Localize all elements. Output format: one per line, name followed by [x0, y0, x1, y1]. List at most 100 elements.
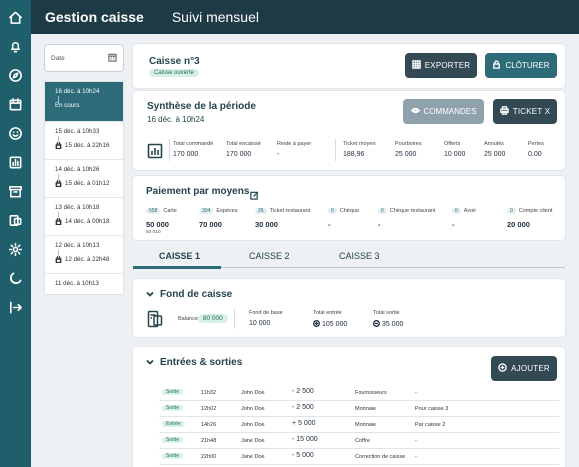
- payment-carte: 558 Carte 50 000 50 010: [146, 208, 177, 235]
- session-list: 16 déc. à 10h24 En cours 15 déc. à 10h33…: [44, 81, 124, 295]
- chevron-down-icon: [146, 290, 154, 298]
- table-row[interactable]: Entrée 14h26 John Doe + 5 000 Monnaie Pa…: [159, 417, 559, 433]
- caisse-card: Caisse n°3 Caisse ouverte EXPORTER CLÔTU…: [133, 44, 565, 88]
- home-icon[interactable]: [7, 8, 25, 26]
- payment-avoir: 0 Avoir -: [452, 208, 477, 229]
- lock-icon: [492, 60, 505, 71]
- smile-icon[interactable]: [7, 124, 25, 142]
- fond-base: Fond de base 10 000: [249, 310, 283, 327]
- session-item[interactable]: 11 déc. à 10h13: [45, 274, 123, 294]
- close-label: CLÔTURER: [505, 61, 550, 70]
- tab-caisse-2[interactable]: CAISSE 2: [249, 251, 290, 261]
- stat-annules: Annulés 25 000: [484, 141, 506, 158]
- compass-icon[interactable]: [7, 66, 25, 84]
- chart-icon: [147, 143, 163, 159]
- tab-caisse-1[interactable]: CAISSE 1: [159, 251, 201, 261]
- section-title: Suivi mensuel: [171, 9, 259, 25]
- plus-circle-icon: [313, 320, 320, 327]
- entrees-title: Entrées & sorties: [160, 357, 243, 368]
- table-row[interactable]: Sortie 22h00 Jane Doe - 5 000 Correction…: [159, 449, 559, 465]
- session-close: 14 déc. à 00h18: [65, 218, 110, 225]
- payment-cheque: 0 Chèque -: [328, 208, 360, 229]
- edit-icon[interactable]: [250, 187, 259, 200]
- chevron-down-icon: [146, 358, 154, 366]
- tab-caisse-3[interactable]: CAISSE 3: [339, 251, 380, 261]
- session-open: 14 déc. à 10h26: [55, 166, 100, 173]
- session-open: 13 déc. à 10h18: [55, 204, 100, 211]
- table-row[interactable]: Sortie 11h32 John Doe - 2 500 Fournisseu…: [159, 385, 559, 401]
- stat-ticket-moyen: Ticket moyen 188,96: [343, 141, 376, 158]
- moon-icon[interactable]: [7, 269, 25, 287]
- orders-label: COMMANDES: [423, 107, 477, 116]
- session-item[interactable]: 16 déc. à 10h24 En cours: [45, 82, 123, 122]
- calendar-icon: [108, 53, 117, 64]
- cash-register-icon: [147, 310, 163, 328]
- fond-title: Fond de caisse: [160, 289, 233, 300]
- payment-ticket-restaurant: 26 Ticket restaurant 30 000: [255, 208, 311, 229]
- fond-total-entree: Total entrée 105 000: [313, 310, 348, 328]
- session-column: Date 16 déc. à 10h24 En cours 15 déc. à …: [44, 44, 124, 295]
- active-tab-indicator: [133, 266, 221, 269]
- session-close: 15 déc. à 01h12: [65, 180, 110, 187]
- date-filter-input[interactable]: Date: [44, 44, 124, 72]
- session-item[interactable]: 14 déc. à 10h26 15 déc. à 01h12: [45, 160, 123, 198]
- stat-pourboires: Pourboires 25 000: [395, 141, 422, 158]
- printer-icon: [499, 106, 513, 117]
- plus-circle-icon: [498, 363, 511, 374]
- table-row[interactable]: Sortie 12h02 John Doe - 2 500 Monnaie Po…: [159, 401, 559, 417]
- minus-circle-icon: [373, 320, 380, 327]
- close-register-button[interactable]: CLÔTURER: [485, 53, 557, 78]
- session-close: En cours: [55, 102, 80, 109]
- fond-card: Fond de caisse Balance 80 000 Fond de bas…: [133, 279, 565, 337]
- add-entry-button[interactable]: AJOUTER: [491, 356, 557, 381]
- bell-icon[interactable]: [7, 37, 25, 55]
- status-badge: Caisse ouverte: [149, 69, 200, 77]
- entrees-header[interactable]: Entrées & sorties: [146, 357, 242, 368]
- stat-total-encaisse: Total encaissé 170 000: [226, 141, 261, 158]
- add-label: AJOUTER: [511, 364, 550, 373]
- paiement-card: Paiement par moyens 558 Carte 50 000 50 010…: [133, 176, 565, 240]
- payment-compte-client: 0 Compte client 20 000: [507, 208, 553, 229]
- caisse-tabs: CAISSE 1 CAISSE 2 CAISSE 3: [133, 246, 565, 269]
- date-placeholder: Date: [51, 54, 65, 62]
- export-button[interactable]: EXPORTER: [405, 53, 477, 78]
- ticket-x-button[interactable]: TICKET X: [493, 99, 557, 124]
- calendar-icon[interactable]: [7, 95, 25, 113]
- export-label: EXPORTER: [424, 61, 471, 70]
- payment-cheque-restaurant: 0 Chèque restaurant -: [378, 208, 436, 229]
- entrees-card: Entrées & sorties AJOUTER Sortie 11h32 J…: [133, 347, 565, 467]
- session-open: 16 déc. à 10h24: [55, 88, 100, 95]
- synthese-card: Synthèse de la période 16 déc. à 10h24 C…: [133, 91, 565, 170]
- session-open: 12 déc. à 10h13: [55, 242, 100, 249]
- session-close: 15 déc. à 22h16: [65, 142, 110, 149]
- caisse-title: Caisse n°3: [149, 56, 200, 67]
- fond-total-sortie: Total sortie 35 000: [373, 310, 404, 328]
- stat-total-commande: Total commandé 170 000: [173, 141, 214, 158]
- top-header: Gestion caisse Suivi mensuel: [31, 0, 579, 34]
- paiement-title: Paiement par moyens: [146, 186, 250, 197]
- app-title: Gestion caisse: [45, 9, 144, 25]
- payment-especes: 304 Espèces 70 000: [199, 208, 238, 229]
- fond-header[interactable]: Fond de caisse: [146, 289, 232, 300]
- session-item[interactable]: 13 déc. à 10h18 14 déc. à 00h18: [45, 198, 123, 236]
- grid-icon: [411, 60, 425, 71]
- eye-icon: [410, 106, 424, 117]
- orders-button[interactable]: COMMANDES: [403, 99, 484, 124]
- archive-icon[interactable]: [7, 182, 25, 200]
- synthese-title: Synthèse de la période: [147, 101, 256, 112]
- session-open: 15 déc. à 10h33: [55, 128, 100, 135]
- sidebar-rail: [0, 0, 31, 467]
- session-close: 12 déc. à 22h48: [65, 256, 110, 263]
- stat-pertes: Pertes 0.00: [528, 141, 544, 158]
- session-item[interactable]: 15 déc. à 10h33 15 déc. à 22h16: [45, 122, 123, 160]
- logout-icon[interactable]: [7, 298, 25, 316]
- stat-reste-a-payer: Reste à payer -: [277, 141, 312, 158]
- money-icon[interactable]: [7, 211, 25, 229]
- session-open: 11 déc. à 10h13: [55, 280, 99, 287]
- chart-icon[interactable]: [7, 153, 25, 171]
- table-row[interactable]: Sortie 21h48 Jane Doe - 15 000 Coffre -: [159, 433, 559, 449]
- session-item[interactable]: 12 déc. à 10h13 12 déc. à 22h48: [45, 236, 123, 274]
- synthese-date: 16 déc. à 10h24: [147, 115, 205, 124]
- gear-icon[interactable]: [7, 240, 25, 258]
- entries-table: Sortie 11h32 John Doe - 2 500 Fournisseu…: [159, 385, 559, 465]
